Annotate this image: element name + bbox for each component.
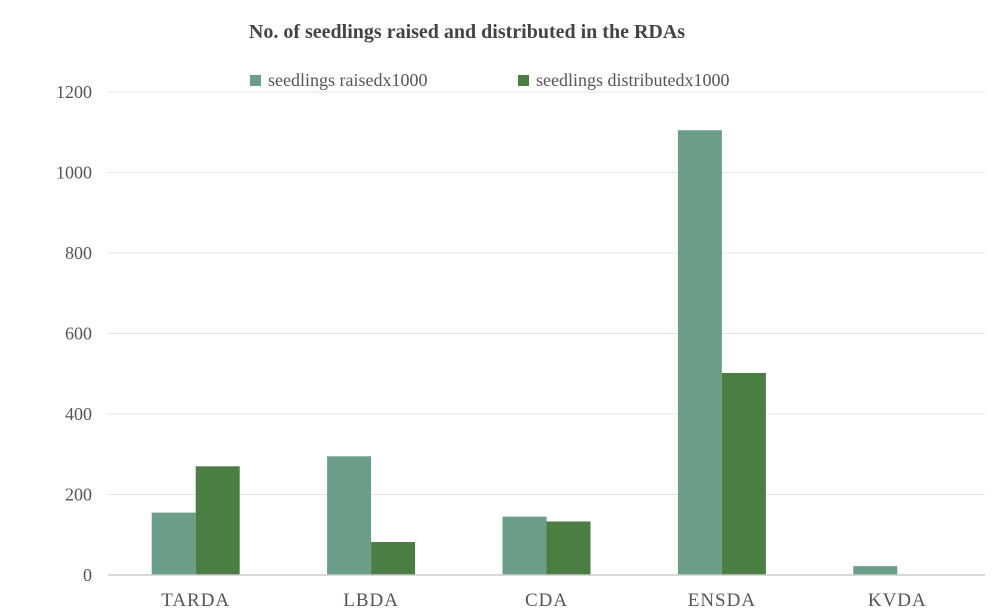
y-tick-label: 400 — [65, 404, 92, 424]
bar-raised-cda — [502, 516, 547, 575]
y-tick-label: 600 — [65, 324, 92, 344]
x-category-label: CDA — [525, 590, 568, 610]
bar-distributed-cda — [546, 521, 591, 575]
bar-distributed-ensda — [721, 372, 766, 575]
bar-distributed-lbda — [371, 541, 416, 575]
x-category-label: KVDA — [868, 590, 927, 610]
y-axis-ticks: 0 200 400 600 800 1000 1200 — [56, 82, 92, 585]
gridlines — [108, 91, 985, 495]
y-tick-label: 800 — [65, 243, 92, 263]
bar-raised-tarda — [151, 512, 196, 575]
x-axis-categories: TARDA LBDA CDA ENSDA KVDA — [161, 590, 927, 610]
legend-swatch-raised — [250, 75, 261, 86]
legend-label-raised: seedlings raisedx1000 — [268, 70, 427, 90]
y-tick-label: 0 — [83, 565, 92, 585]
chart-title: No. of seedlings raised and distributed … — [249, 21, 685, 43]
x-category-label: TARDA — [161, 590, 230, 610]
legend: seedlings raisedx1000 seedlings distribu… — [250, 70, 729, 90]
bar-raised-lbda — [327, 456, 372, 575]
y-tick-label: 1200 — [56, 82, 92, 102]
bars — [151, 130, 898, 576]
bar-raised-ensda — [677, 130, 722, 576]
legend-label-distributed: seedlings distributedx1000 — [536, 70, 729, 90]
y-tick-label: 1000 — [56, 163, 92, 183]
x-category-label: LBDA — [343, 590, 399, 610]
legend-swatch-distributed — [518, 75, 529, 86]
bar-distributed-tarda — [195, 466, 240, 575]
y-tick-label: 200 — [65, 485, 92, 505]
bar-raised-kvda — [853, 566, 898, 575]
x-category-label: ENSDA — [688, 590, 756, 610]
